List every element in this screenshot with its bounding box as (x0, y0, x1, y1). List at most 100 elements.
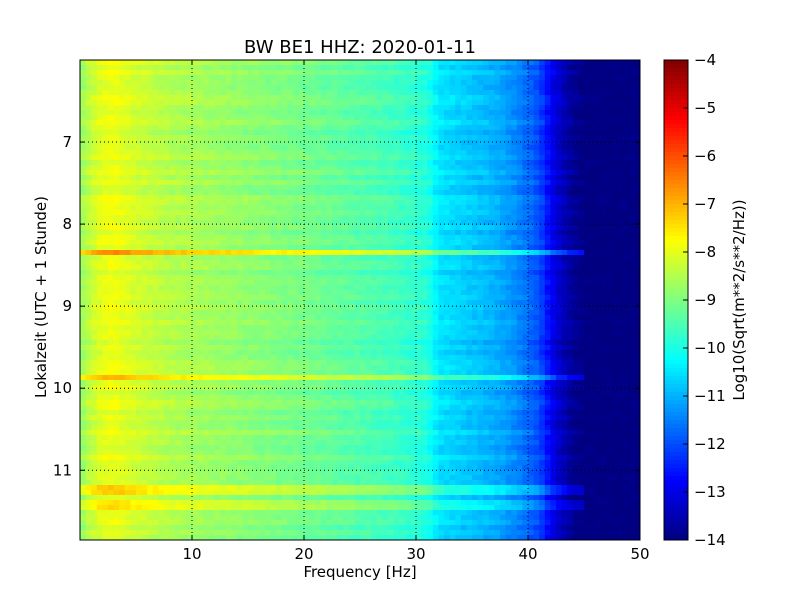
heatmap-cell (455, 60, 462, 66)
heatmap-cell (600, 120, 607, 126)
heatmap-cell (628, 70, 635, 76)
heatmap-cell (80, 85, 86, 91)
heatmap-cell (600, 70, 607, 76)
heatmap-cell (550, 200, 557, 206)
heatmap-cell (628, 275, 635, 281)
heatmap-cell (270, 85, 277, 91)
heatmap-cell (130, 100, 137, 106)
heatmap-cell (438, 130, 445, 136)
heatmap-cell (220, 280, 226, 286)
heatmap-cell (332, 280, 338, 286)
heatmap-cell (108, 200, 114, 206)
heatmap-cell (578, 95, 585, 101)
heatmap-cell (410, 280, 417, 286)
heatmap-cell (141, 295, 148, 301)
heatmap-cell (354, 255, 361, 261)
heatmap-cell (113, 115, 120, 121)
heatmap-cell (91, 70, 98, 76)
heatmap-cell (539, 295, 546, 301)
heatmap-cell (533, 80, 540, 86)
heatmap-cell (634, 240, 641, 246)
heatmap-cell (617, 65, 624, 71)
heatmap-cell (522, 305, 529, 311)
heatmap-cell (85, 280, 92, 286)
heatmap-cell (567, 125, 574, 131)
heatmap-cell (488, 280, 495, 286)
heatmap-cell (91, 170, 98, 176)
heatmap-cell (276, 225, 282, 231)
heatmap-cell (281, 160, 288, 166)
heatmap-cell (354, 95, 361, 101)
heatmap-cell (326, 60, 333, 66)
heatmap-cell (315, 120, 322, 126)
heatmap-cell (427, 270, 434, 276)
heatmap-cell (169, 115, 176, 121)
heatmap-cell (589, 255, 596, 261)
heatmap-cell (253, 120, 260, 126)
heatmap-cell (186, 255, 193, 261)
heatmap-cell (326, 220, 333, 226)
heatmap-cell (326, 110, 333, 116)
heatmap-cell (102, 75, 109, 81)
heatmap-cell (96, 300, 103, 306)
heatmap-cell (460, 225, 467, 231)
heatmap-cell (550, 240, 557, 246)
heatmap-cell (617, 60, 624, 66)
heatmap-cell (354, 65, 361, 71)
heatmap-cell (80, 70, 86, 76)
heatmap-cell (516, 165, 523, 171)
heatmap-cell (399, 100, 406, 106)
heatmap-cell (505, 275, 512, 281)
heatmap-cell (483, 285, 490, 291)
heatmap-cell (494, 65, 501, 71)
heatmap-cell (533, 165, 540, 171)
heatmap-cell (365, 140, 372, 146)
heatmap-cell (264, 255, 271, 261)
heatmap-cell (320, 155, 327, 161)
heatmap-cell (208, 250, 215, 256)
heatmap-cell (192, 80, 198, 86)
heatmap-cell (270, 140, 277, 146)
heatmap-cell (309, 195, 316, 201)
heatmap-cell (197, 295, 204, 301)
heatmap-cell (382, 280, 389, 286)
heatmap-cell (236, 65, 243, 71)
heatmap-cell (292, 240, 299, 246)
heatmap-cell (270, 125, 277, 131)
heatmap-cell (136, 150, 142, 156)
heatmap-cell (500, 225, 506, 231)
heatmap-cell (421, 220, 428, 226)
heatmap-cell (623, 105, 630, 111)
heatmap-cell (119, 155, 126, 161)
heatmap-cell (539, 130, 546, 136)
heatmap-cell (444, 85, 450, 91)
heatmap-cell (141, 140, 148, 146)
heatmap-cell (276, 235, 282, 241)
heatmap-cell (572, 275, 579, 281)
heatmap-cell (483, 205, 490, 211)
heatmap-cell (516, 205, 523, 211)
heatmap-cell (298, 90, 305, 96)
heatmap-cell (225, 290, 232, 296)
heatmap-cell (399, 240, 406, 246)
heatmap-cell (421, 175, 428, 181)
heatmap-cell (399, 245, 406, 251)
heatmap-cell (572, 150, 579, 156)
heatmap-cell (119, 190, 126, 196)
heatmap-cell (511, 240, 518, 246)
heatmap-cell (544, 155, 551, 161)
heatmap-cell (589, 120, 596, 126)
heatmap-cell (522, 180, 529, 186)
heatmap-cell (382, 125, 389, 131)
heatmap-cell (561, 210, 568, 216)
heatmap-cell (270, 205, 277, 211)
heatmap-cell (472, 280, 478, 286)
heatmap-cell (80, 210, 86, 216)
heatmap-cell (253, 220, 260, 226)
heatmap-cell (270, 135, 277, 141)
heatmap-cell (505, 110, 512, 116)
heatmap-cell (348, 80, 355, 86)
heatmap-cell (539, 100, 546, 106)
heatmap-cell (292, 300, 299, 306)
heatmap-cell (180, 170, 187, 176)
